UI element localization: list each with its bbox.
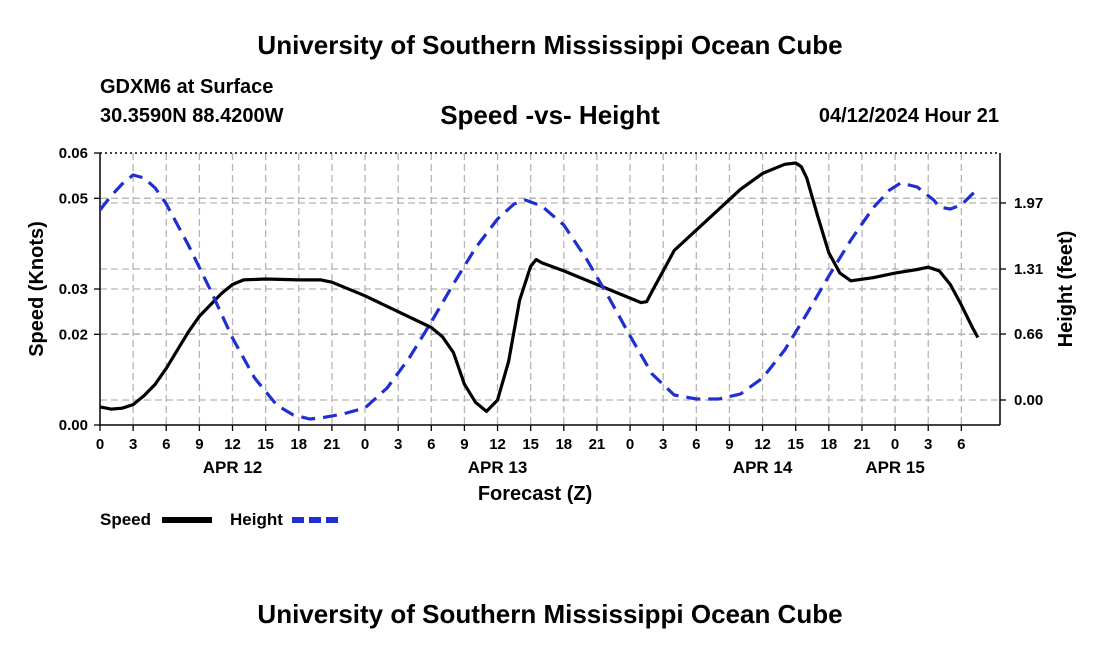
- date-label: APR 12: [203, 458, 263, 477]
- x-tick-label: 9: [195, 436, 203, 453]
- page-title: University of Southern Mississippi Ocean…: [257, 30, 843, 60]
- x-tick-label: 3: [394, 436, 402, 453]
- series-line-speed: [100, 161, 980, 413]
- x-axis-title: Forecast (Z): [478, 483, 592, 505]
- date-label: APR 15: [865, 458, 925, 477]
- x-tick-label: 15: [257, 436, 274, 453]
- x-tick-label: 21: [589, 436, 606, 453]
- x-tick-label: 18: [820, 436, 837, 453]
- date-label: APR 13: [468, 458, 528, 477]
- x-tick-label: 6: [162, 436, 170, 453]
- x-tick-label: 3: [129, 436, 137, 453]
- y2-tick-label: 0.00: [1014, 392, 1043, 409]
- x-tick-label: 18: [290, 436, 307, 453]
- x-tick-label: 0: [361, 436, 369, 453]
- legend-label-height: Height: [230, 510, 283, 529]
- y2-tick-label: 0.66: [1014, 326, 1043, 343]
- y-tick-label: 0.02: [59, 326, 88, 343]
- coordinates-label: 30.3590N 88.4200W: [100, 105, 284, 127]
- x-tick-label: 15: [787, 436, 804, 453]
- footer-title: University of Southern Mississippi Ocean…: [257, 599, 843, 629]
- x-tick-label: 21: [854, 436, 871, 453]
- x-tick-label: 15: [522, 436, 539, 453]
- x-tick-label: 18: [555, 436, 572, 453]
- forecast-datetime: 04/12/2024 Hour 21: [818, 105, 999, 127]
- x-tick-label: 6: [427, 436, 435, 453]
- series-line-height: [100, 173, 979, 421]
- x-tick-label: 9: [460, 436, 468, 453]
- date-label: APR 14: [733, 458, 793, 477]
- x-tick-label: 9: [725, 436, 733, 453]
- y2-tick-label: 1.31: [1014, 261, 1043, 278]
- y-tick-label: 0.05: [59, 190, 88, 207]
- y2-axis-title: Height (feet): [1055, 231, 1077, 348]
- x-tick-label: 12: [224, 436, 241, 453]
- x-tick-label: 3: [924, 436, 932, 453]
- y-tick-label: 0.03: [59, 281, 88, 298]
- y-tick-label: 0.06: [59, 145, 88, 162]
- x-tick-label: 0: [891, 436, 899, 453]
- x-tick-label: 6: [692, 436, 700, 453]
- x-tick-label: 0: [626, 436, 634, 453]
- y-tick-label: 0.00: [59, 417, 88, 434]
- x-tick-label: 21: [324, 436, 341, 453]
- x-tick-label: 3: [659, 436, 667, 453]
- x-tick-label: 6: [957, 436, 965, 453]
- x-tick-label: 12: [489, 436, 506, 453]
- x-tick-label: 12: [754, 436, 771, 453]
- station-label: GDXM6 at Surface: [100, 76, 274, 98]
- y-axis-title: Speed (Knots): [26, 221, 48, 357]
- x-tick-label: 0: [96, 436, 104, 453]
- chart-title: Speed -vs- Height: [440, 100, 660, 130]
- y2-tick-label: 1.97: [1014, 195, 1043, 212]
- legend-label-speed: Speed: [100, 510, 151, 529]
